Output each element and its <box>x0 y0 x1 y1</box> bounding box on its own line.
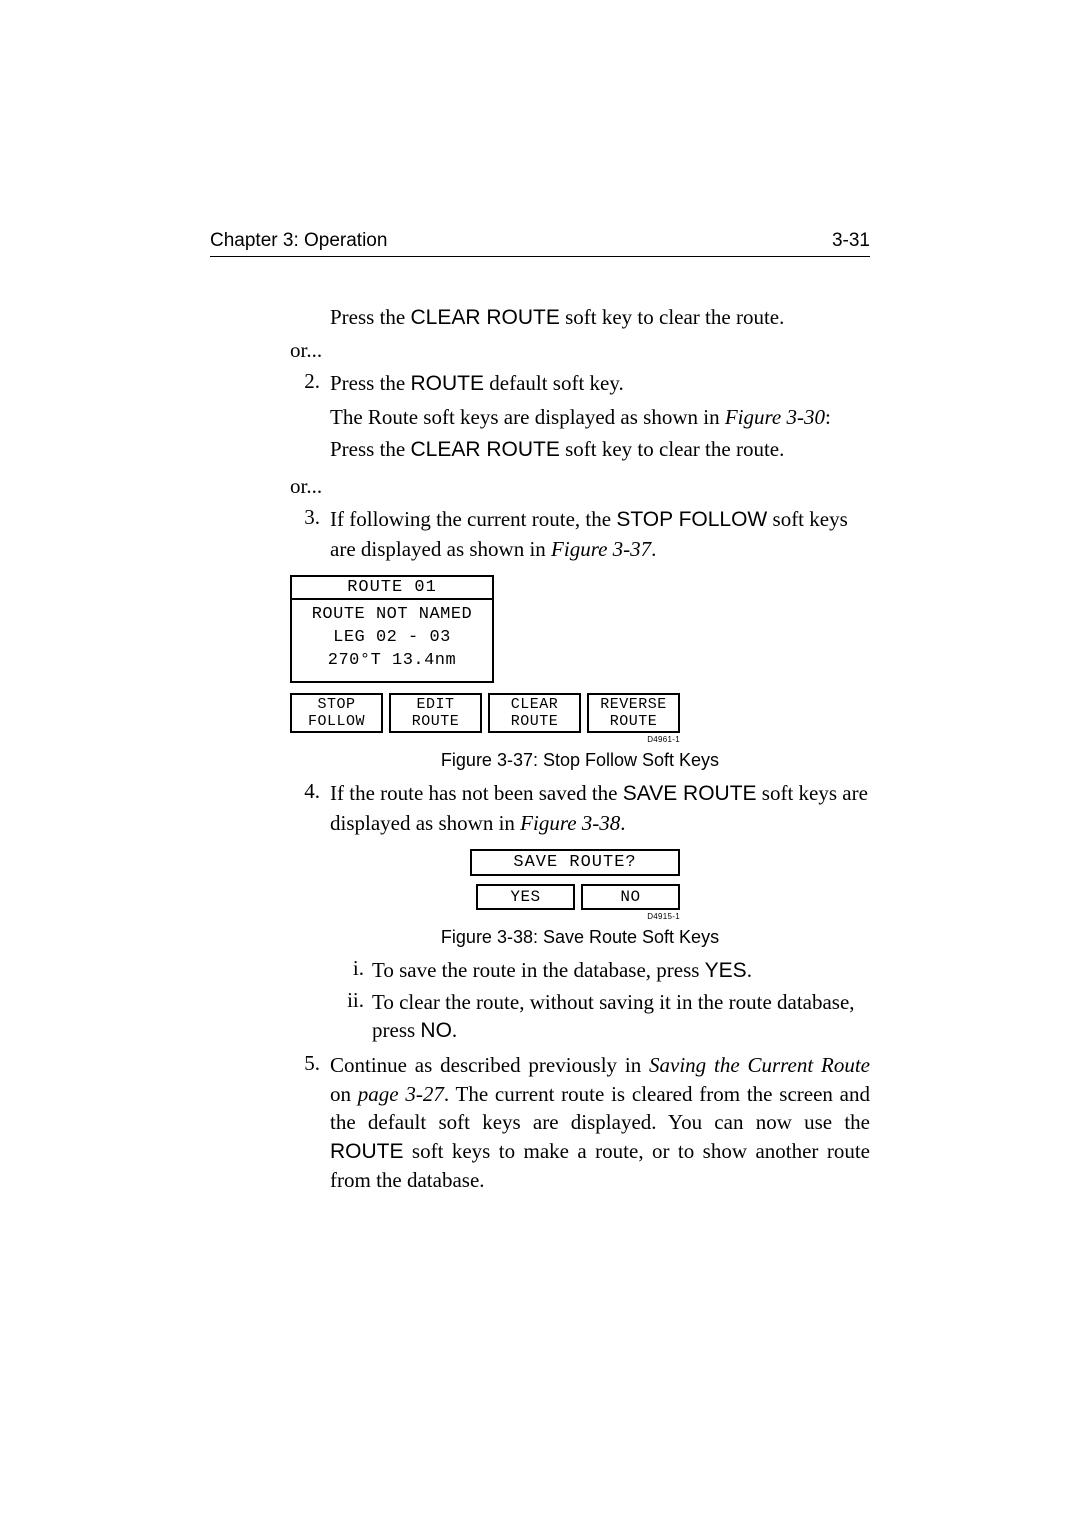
softkey-row: STOPFOLLOW EDITROUTE CLEARROUTE REVERSER… <box>290 693 680 734</box>
page-header: Chapter 3: Operation 3-31 <box>210 230 870 257</box>
lcd-info-box: ROUTE 01 ROUTE NOT NAMED LEG 02 - 03 270… <box>290 575 494 683</box>
figure-3-37-caption: Figure 3-37: Stop Follow Soft Keys <box>290 750 870 771</box>
softkey-yes: YES <box>476 884 575 910</box>
step-2-line-2: The Route soft keys are displayed as sho… <box>330 403 870 431</box>
substep-ii: ii. To clear the route, without saving i… <box>330 988 870 1046</box>
substep-i: i. To save the route in the database, pr… <box>330 956 870 985</box>
softkey-stop-follow: STOPFOLLOW <box>290 693 383 734</box>
lcd-body: ROUTE NOT NAMED LEG 02 - 03 270°T 13.4nm <box>292 600 492 681</box>
save-route-prompt: SAVE ROUTE? <box>470 849 680 876</box>
softkey-clear-route: CLEARROUTE <box>488 693 581 734</box>
chapter-title: Chapter 3: Operation <box>210 230 387 252</box>
figure-3-37: ROUTE 01 ROUTE NOT NAMED LEG 02 - 03 270… <box>290 575 680 744</box>
step-3-text: If following the current route, the STOP… <box>330 505 870 563</box>
step-4: 4. If the route has not been saved the S… <box>290 779 870 841</box>
lcd-title: ROUTE 01 <box>292 577 492 600</box>
step-2: 2. Press the ROUTE default soft key. The… <box>290 369 870 468</box>
or-2: or... <box>290 474 870 499</box>
step-2-line-3: Press the CLEAR ROUTE soft key to clear … <box>330 435 870 464</box>
step-number: 4. <box>290 779 330 841</box>
figure-3-38: SAVE ROUTE? YES NO D4915-1 <box>290 849 680 921</box>
step-number: 2. <box>290 369 330 468</box>
figure-ref-code: D4915-1 <box>290 912 680 921</box>
yes-no-row: YES NO <box>476 884 680 910</box>
page-number: 3-31 <box>832 230 870 252</box>
step-5: 5. Continue as described previously in S… <box>290 1051 870 1198</box>
softkey-reverse-route: REVERSEROUTE <box>587 693 680 734</box>
step-3: 3. If following the current route, the S… <box>290 505 870 567</box>
step-4-text: If the route has not been saved the SAVE… <box>330 779 870 837</box>
softkey-no: NO <box>581 884 680 910</box>
softkey-edit-route: EDITROUTE <box>389 693 482 734</box>
step-number: 5. <box>290 1051 330 1198</box>
figure-ref-code: D4961-1 <box>290 735 680 744</box>
step-2-line-1: Press the ROUTE default soft key. <box>330 369 870 398</box>
or-1: or... <box>290 338 870 363</box>
intro-line: Press the CLEAR ROUTE soft key to clear … <box>330 303 870 332</box>
figure-3-38-caption: Figure 3-38: Save Route Soft Keys <box>290 927 870 948</box>
step-5-text: Continue as described previously in Savi… <box>330 1051 870 1194</box>
step-number: 3. <box>290 505 330 567</box>
